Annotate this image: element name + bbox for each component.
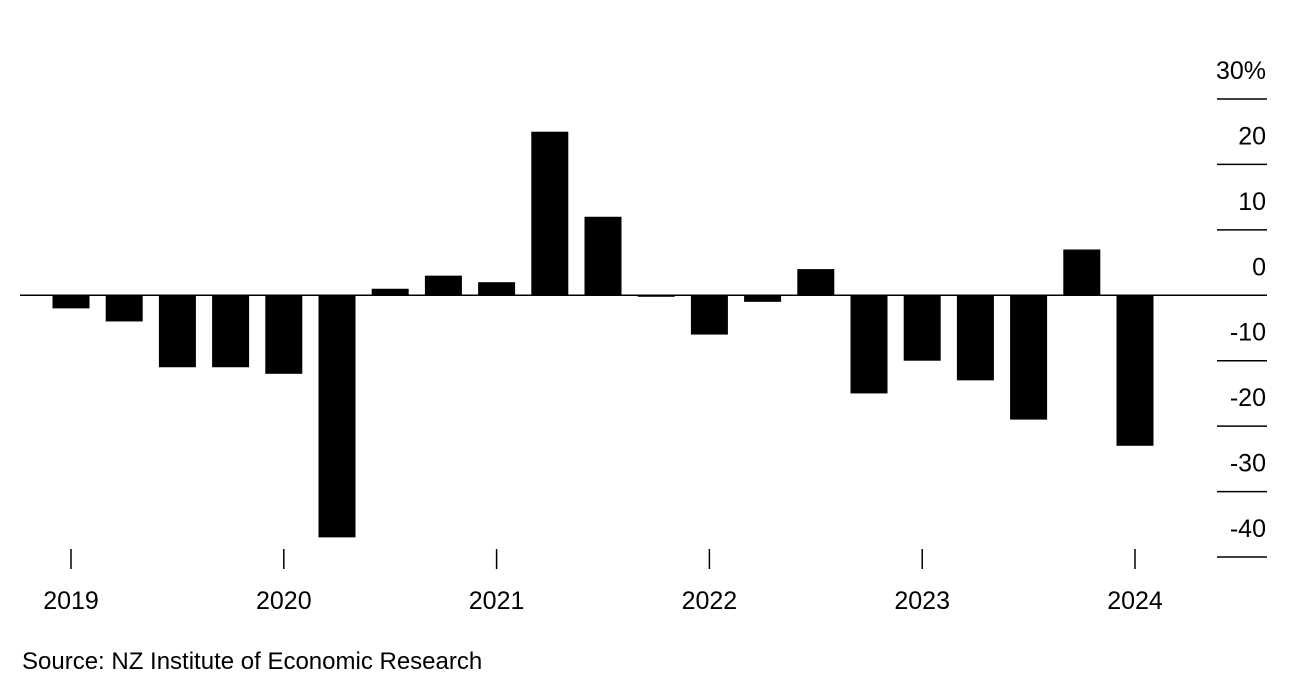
- x-axis: 2019 2020 2021 2022 2023 2024: [43, 549, 1163, 615]
- y-axis: 30% 20 10 0 -10 -20 -30 -40: [1216, 57, 1267, 558]
- y-tick-label: -30: [1230, 450, 1266, 478]
- bar-2023-q3: [1010, 295, 1048, 420]
- x-tick-label: 2022: [682, 587, 738, 615]
- x-tick-label: 2020: [256, 587, 312, 615]
- bar-2020-q4: [424, 275, 462, 296]
- bar-2021-q1: [478, 282, 516, 296]
- y-tick-label: 20: [1238, 122, 1266, 150]
- y-tick-label: 30%: [1216, 57, 1266, 85]
- bar-2019-q2: [105, 295, 143, 322]
- bar-2021-q2: [531, 131, 569, 296]
- bar-2021-q3: [584, 216, 622, 296]
- source-note: Source: NZ Institute of Economic Researc…: [22, 648, 483, 675]
- bar-2022-q4: [850, 295, 888, 394]
- bar-2020-q1: [265, 295, 303, 374]
- y-tick-label: -20: [1230, 384, 1266, 412]
- bar-2022-q1: [690, 295, 728, 335]
- bar-2020-q3: [371, 288, 409, 296]
- bar-2024-q1: [1116, 295, 1154, 446]
- bar-2023-q2: [956, 295, 994, 381]
- bar-2019-q1: [52, 295, 90, 309]
- bars: [52, 131, 1154, 538]
- y-tick-label: -40: [1230, 515, 1266, 543]
- y-tick-label: -10: [1230, 319, 1266, 347]
- bar-2023-q4: [1063, 249, 1101, 296]
- bar-2022-q3: [797, 269, 835, 296]
- y-tick-label: 10: [1238, 188, 1266, 216]
- bar-2020-q2: [318, 295, 356, 538]
- bar-2019-q3: [158, 295, 196, 368]
- x-tick-label: 2023: [894, 587, 950, 615]
- bar-2019-q4: [212, 295, 250, 368]
- x-tick-label: 2024: [1107, 587, 1163, 615]
- y-tick-label: 0: [1252, 253, 1266, 281]
- x-tick-label: 2019: [43, 587, 99, 615]
- x-tick-label: 2021: [469, 587, 525, 615]
- bar-chart: 30% 20 10 0 -10 -20 -30 -40 2019 2020 2021 2022 202…: [20, 57, 1267, 615]
- bar-2022-q2: [744, 295, 782, 302]
- bar-2023-q1: [903, 295, 941, 361]
